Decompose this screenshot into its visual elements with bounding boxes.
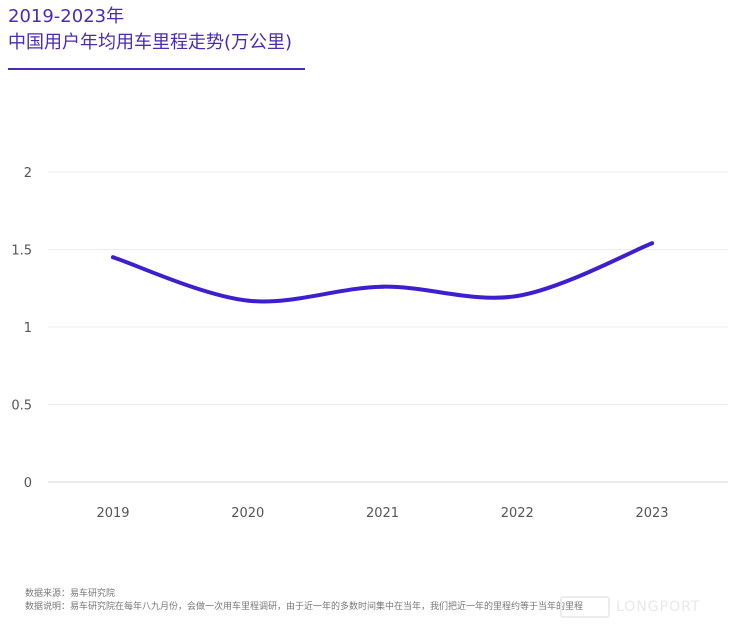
x-tick-label: 2023 (635, 506, 668, 521)
y-tick-label: 1 (24, 321, 32, 336)
data-point (380, 284, 385, 289)
x-tick-label: 2020 (231, 506, 264, 521)
data-point (515, 294, 520, 298)
watermark-text: LONGPORT (616, 599, 701, 615)
y-tick-label: 0.5 (11, 399, 32, 414)
chart-title-years: 2019-2023年 (8, 6, 125, 27)
watermark-logo-icon (560, 596, 610, 618)
chart-title: 中国用户年均用车里程走势(万公里) (8, 32, 293, 53)
data-point (111, 255, 115, 260)
data-note: 数据说明：易车研究院在每年八九月份，会做一次用车里程调研，由于近一年的多数时间集… (25, 602, 584, 612)
source-note: 数据来源：易车研究院 (25, 589, 116, 599)
x-tick-label: 2021 (366, 506, 399, 521)
footer-notes: 数据来源：易车研究院 数据说明：易车研究院在每年八九月份，会做一次用车里程调研，… (25, 588, 583, 614)
x-tick-label: 2022 (501, 506, 534, 521)
y-tick-label: 2 (24, 166, 32, 181)
chart-title-block: 2019-2023年 中国用户年均用车里程走势(万公里) (8, 4, 292, 56)
data-point (650, 241, 654, 246)
y-tick-label: 1.5 (11, 244, 32, 259)
series-line (111, 241, 654, 304)
data-point (245, 298, 250, 303)
watermark: LONGPORT (560, 596, 700, 618)
y-tick-label: 0 (24, 476, 32, 491)
x-tick-label: 2019 (96, 506, 129, 521)
title-underline (8, 68, 305, 70)
